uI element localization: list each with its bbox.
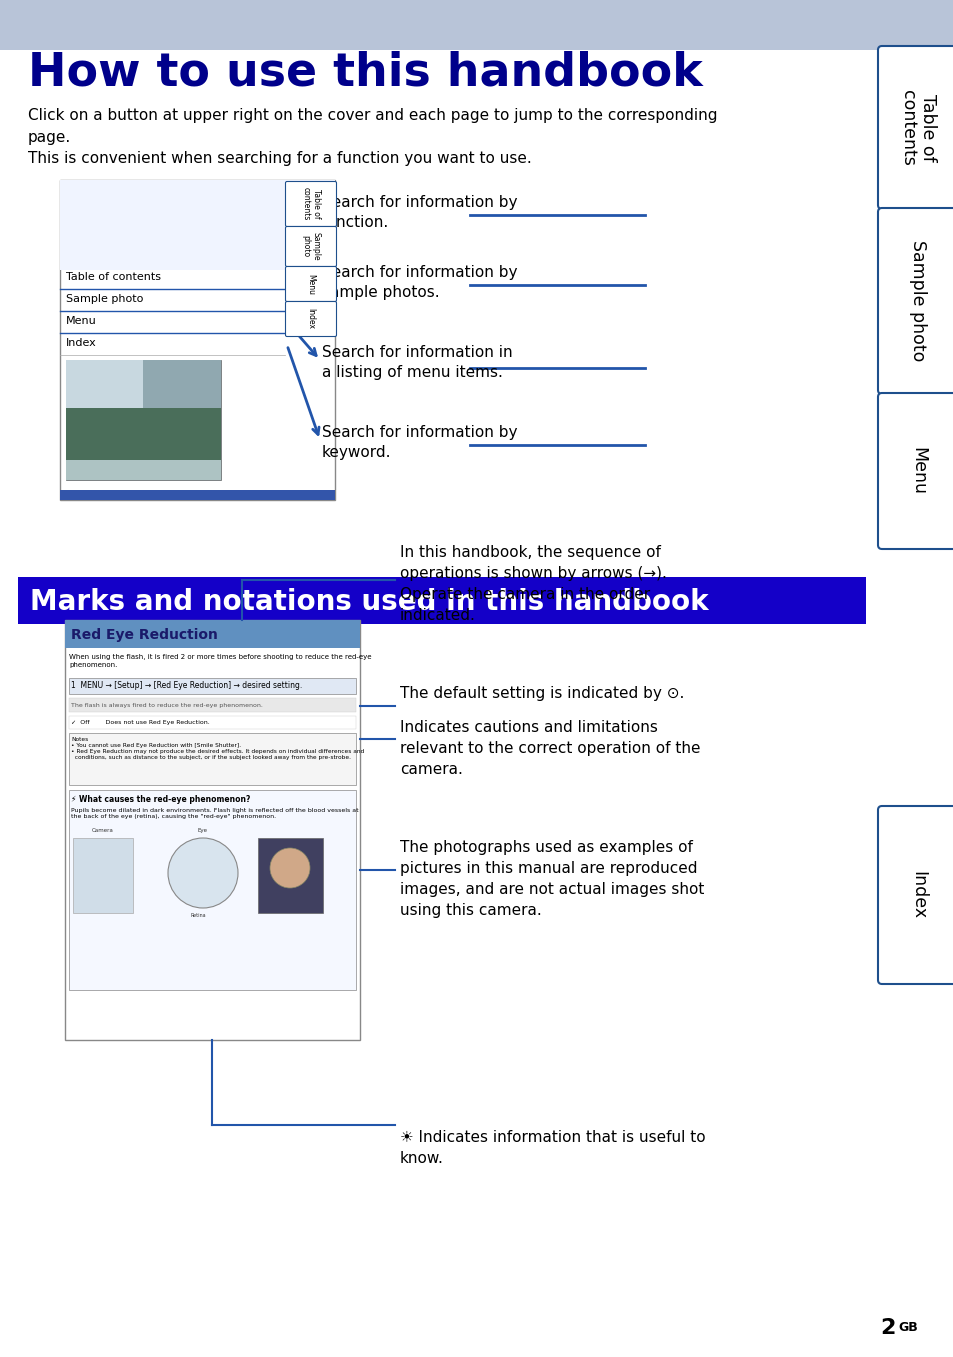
Bar bbox=[66, 460, 221, 480]
Text: Menu: Menu bbox=[908, 446, 926, 495]
Text: Retina: Retina bbox=[190, 913, 206, 917]
FancyBboxPatch shape bbox=[66, 360, 221, 480]
Circle shape bbox=[168, 839, 237, 908]
Text: When using the flash, it is fired 2 or more times before shooting to reduce the : When using the flash, it is fired 2 or m… bbox=[69, 654, 371, 668]
Text: Menu: Menu bbox=[306, 274, 315, 294]
Text: 2: 2 bbox=[879, 1318, 895, 1338]
Bar bbox=[65, 620, 359, 649]
Text: Sample photo: Sample photo bbox=[66, 294, 143, 304]
Text: In this handbook, the sequence of
operations is shown by arrows (→).
Operate the: In this handbook, the sequence of operat… bbox=[399, 546, 666, 623]
Bar bbox=[66, 360, 143, 408]
Text: Camera: Camera bbox=[92, 828, 113, 833]
FancyBboxPatch shape bbox=[73, 839, 132, 913]
Text: The default setting is indicated by ⊙.: The default setting is indicated by ⊙. bbox=[399, 687, 683, 702]
FancyBboxPatch shape bbox=[69, 697, 355, 712]
Text: Pupils become dilated in dark environments. Flash light is reflected off the blo: Pupils become dilated in dark environmen… bbox=[71, 807, 358, 820]
FancyBboxPatch shape bbox=[60, 180, 335, 499]
Text: Red Eye Reduction: Red Eye Reduction bbox=[71, 628, 217, 642]
Text: Index: Index bbox=[306, 308, 315, 330]
FancyBboxPatch shape bbox=[877, 46, 953, 209]
Text: Table of
contents: Table of contents bbox=[898, 90, 937, 166]
Text: The flash is always fired to reduce the red-eye phenomenon.: The flash is always fired to reduce the … bbox=[71, 703, 263, 707]
Bar bbox=[18, 577, 865, 624]
Text: Index: Index bbox=[66, 338, 96, 347]
FancyBboxPatch shape bbox=[285, 301, 336, 337]
FancyBboxPatch shape bbox=[877, 806, 953, 984]
FancyBboxPatch shape bbox=[877, 394, 953, 550]
Text: GB: GB bbox=[897, 1320, 917, 1334]
Text: The photographs used as examples of
pictures in this manual are reproduced
image: The photographs used as examples of pict… bbox=[399, 840, 703, 917]
FancyBboxPatch shape bbox=[69, 790, 355, 991]
Text: ✓  Off        Does not use Red Eye Reduction.: ✓ Off Does not use Red Eye Reduction. bbox=[71, 721, 210, 725]
Bar bbox=[0, 0, 953, 50]
Text: Search for information in
a listing of menu items.: Search for information in a listing of m… bbox=[322, 345, 512, 380]
Text: Search for information by
sample photos.: Search for information by sample photos. bbox=[322, 265, 517, 300]
Bar bbox=[66, 408, 221, 480]
Text: Index: Index bbox=[908, 871, 926, 919]
Text: Search for information by
function.: Search for information by function. bbox=[322, 195, 517, 231]
FancyBboxPatch shape bbox=[69, 733, 355, 784]
FancyBboxPatch shape bbox=[285, 182, 336, 227]
Text: How to use this handbook: How to use this handbook bbox=[28, 50, 702, 95]
Text: Indicates cautions and limitations
relevant to the correct operation of the
came: Indicates cautions and limitations relev… bbox=[399, 721, 700, 778]
Text: ☀ Indicates information that is useful to
know.: ☀ Indicates information that is useful t… bbox=[399, 1130, 705, 1166]
FancyBboxPatch shape bbox=[69, 716, 355, 729]
Text: Click on a button at upper right on the cover and each page to jump to the corre: Click on a button at upper right on the … bbox=[28, 109, 717, 166]
FancyBboxPatch shape bbox=[69, 678, 355, 693]
Text: Table of contents: Table of contents bbox=[66, 271, 161, 282]
Text: Menu: Menu bbox=[66, 316, 96, 326]
Text: Eye: Eye bbox=[198, 828, 208, 833]
FancyBboxPatch shape bbox=[285, 227, 336, 266]
Circle shape bbox=[270, 848, 310, 887]
Bar bbox=[60, 180, 335, 270]
FancyBboxPatch shape bbox=[65, 620, 359, 1039]
Text: Table of
contents: Table of contents bbox=[301, 187, 320, 221]
Text: 1  MENU → [Setup] → [Red Eye Reduction] → desired setting.: 1 MENU → [Setup] → [Red Eye Reduction] →… bbox=[71, 681, 302, 691]
Text: Notes
• You cannot use Red Eye Reduction with [Smile Shutter].
• Red Eye Reducti: Notes • You cannot use Red Eye Reduction… bbox=[71, 737, 364, 760]
Text: Search for information by
keyword.: Search for information by keyword. bbox=[322, 425, 517, 460]
Text: ⚡ What causes the red-eye phenomenon?: ⚡ What causes the red-eye phenomenon? bbox=[71, 795, 250, 803]
Bar bbox=[143, 360, 221, 408]
Text: Marks and notations used in this handbook: Marks and notations used in this handboo… bbox=[30, 589, 708, 616]
FancyBboxPatch shape bbox=[285, 266, 336, 301]
Bar bbox=[60, 490, 335, 499]
FancyBboxPatch shape bbox=[257, 839, 323, 913]
Text: Sample photo: Sample photo bbox=[908, 240, 926, 362]
FancyBboxPatch shape bbox=[877, 208, 953, 394]
Text: Sample
photo: Sample photo bbox=[301, 232, 320, 261]
